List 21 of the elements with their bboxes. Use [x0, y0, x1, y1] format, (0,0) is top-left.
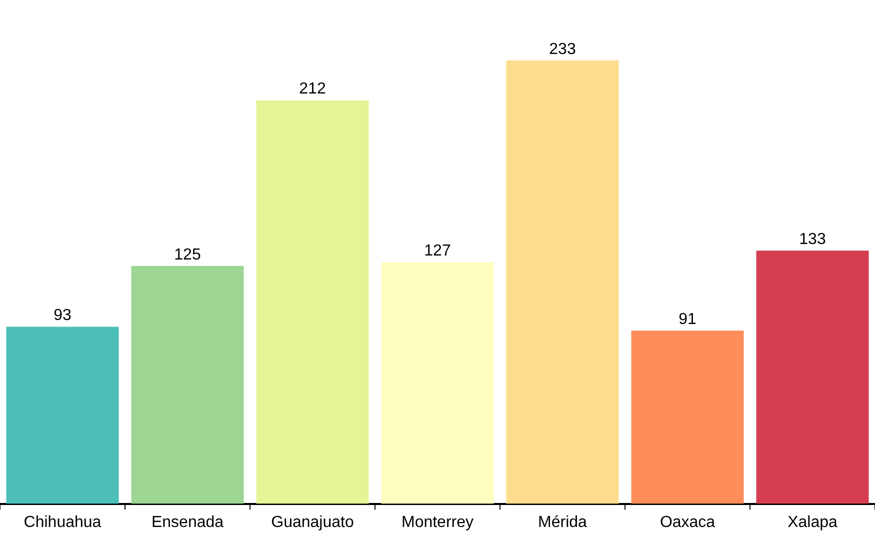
x-tick-label: Xalapa — [788, 514, 838, 531]
x-tick-label: Chihuahua — [24, 514, 102, 531]
x-tick-label: Oaxaca — [660, 514, 716, 531]
data-label: 127 — [424, 242, 451, 260]
data-label: 133 — [799, 231, 826, 248]
bar — [506, 60, 619, 504]
data-label: 233 — [549, 40, 576, 58]
bar — [631, 330, 744, 504]
x-tick-label: Guanajuato — [271, 514, 354, 531]
x-tick-label: Ensenada — [151, 514, 224, 531]
data-label: 212 — [299, 80, 326, 98]
x-tick-label: Monterrey — [401, 514, 474, 531]
x-tick-label: Mérida — [538, 514, 588, 531]
bar — [756, 250, 869, 504]
data-label: 91 — [678, 311, 696, 328]
bar — [6, 326, 119, 504]
bar — [381, 262, 494, 504]
data-label: 93 — [54, 307, 72, 324]
data-label: 125 — [174, 246, 201, 264]
bar — [256, 100, 369, 504]
bar — [131, 266, 244, 504]
